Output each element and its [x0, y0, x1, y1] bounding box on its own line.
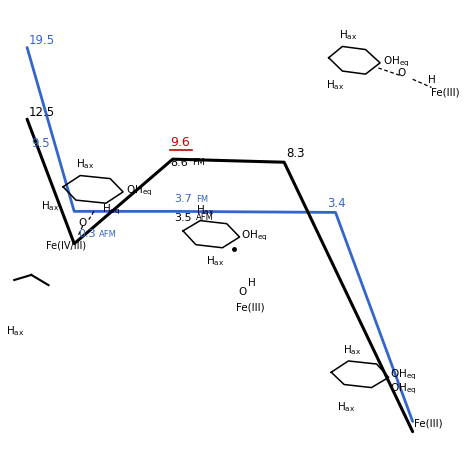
Text: H$_{\mathregular{ax}}$: H$_{\mathregular{ax}}$ [344, 343, 362, 357]
Text: 12.5: 12.5 [29, 106, 55, 119]
Text: FM: FM [192, 158, 205, 166]
Text: 8.3: 8.3 [286, 146, 304, 160]
Text: FM: FM [196, 195, 208, 204]
Text: H: H [428, 75, 436, 85]
Text: OH$_{\mathregular{eq}}$: OH$_{\mathregular{eq}}$ [241, 229, 268, 243]
Text: Fe(III): Fe(III) [236, 302, 264, 312]
Text: O: O [79, 218, 87, 228]
Text: H$_{\mathregular{ax}}$: H$_{\mathregular{ax}}$ [326, 78, 345, 92]
Text: 0.3: 0.3 [79, 228, 96, 238]
Text: OH$_{\mathregular{eq}}$: OH$_{\mathregular{eq}}$ [126, 184, 152, 198]
Text: AFM: AFM [99, 229, 117, 238]
Text: H$_{\mathregular{ax}}$: H$_{\mathregular{ax}}$ [41, 200, 60, 213]
Text: 9.5: 9.5 [31, 137, 50, 150]
Text: H$_{\mathregular{ax}}$: H$_{\mathregular{ax}}$ [206, 254, 225, 268]
Text: 3.5: 3.5 [174, 213, 192, 223]
Text: 9.6: 9.6 [170, 136, 190, 149]
Text: 8.6: 8.6 [170, 158, 188, 168]
Text: Fe(III): Fe(III) [414, 419, 443, 428]
Text: 3.7: 3.7 [174, 194, 192, 204]
Text: H$_{\mathregular{ax}}$: H$_{\mathregular{ax}}$ [196, 203, 215, 217]
Text: H: H [248, 278, 255, 288]
Text: OH$_{\mathregular{eq}}$: OH$_{\mathregular{eq}}$ [391, 368, 417, 383]
Text: H$_{\mathregular{ax}}$: H$_{\mathregular{ax}}$ [6, 324, 24, 338]
Text: 3.4: 3.4 [327, 197, 346, 210]
Text: Fe(III): Fe(III) [431, 88, 460, 98]
Text: AFM: AFM [196, 213, 214, 222]
Text: OH$_{\mathregular{eq}}$: OH$_{\mathregular{eq}}$ [391, 382, 417, 396]
Text: H$_{\mathregular{ax}}$: H$_{\mathregular{ax}}$ [337, 400, 355, 414]
Text: Fe(IV/III): Fe(IV/III) [46, 240, 86, 250]
Text: H$_{\mathregular{ax}}$: H$_{\mathregular{ax}}$ [76, 158, 94, 172]
Text: O: O [397, 68, 405, 78]
Text: OH$_{\mathregular{eq}}$: OH$_{\mathregular{eq}}$ [383, 55, 409, 69]
Text: H$_{\mathregular{ax}}$: H$_{\mathregular{ax}}$ [339, 28, 357, 42]
Text: 19.5: 19.5 [29, 35, 55, 47]
Text: H$_{\mathregular{eq}}$: H$_{\mathregular{eq}}$ [102, 202, 121, 217]
Text: O: O [239, 287, 247, 297]
